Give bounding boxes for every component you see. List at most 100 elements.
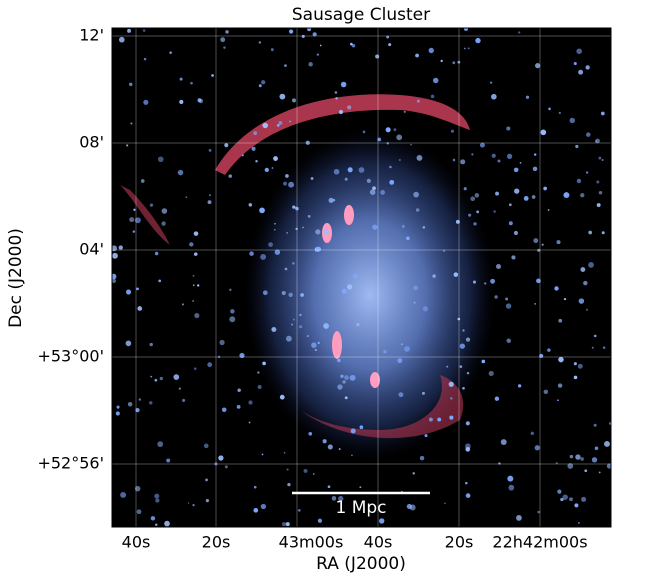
star bbox=[554, 286, 559, 291]
star bbox=[537, 248, 541, 252]
star bbox=[459, 365, 463, 369]
star bbox=[257, 371, 260, 374]
star bbox=[400, 343, 403, 346]
star bbox=[379, 518, 385, 524]
star bbox=[530, 431, 535, 436]
star bbox=[523, 195, 529, 201]
plot-frame bbox=[111, 27, 612, 528]
star bbox=[518, 31, 521, 34]
star bbox=[419, 455, 425, 461]
star bbox=[288, 29, 294, 34]
star bbox=[158, 279, 162, 283]
star bbox=[422, 226, 426, 229]
star bbox=[219, 339, 225, 346]
star bbox=[475, 37, 481, 44]
star bbox=[143, 57, 147, 61]
star bbox=[220, 37, 226, 43]
star bbox=[260, 503, 267, 510]
star bbox=[380, 190, 386, 195]
y-tick-label: +53°00' bbox=[37, 347, 104, 366]
star bbox=[416, 99, 420, 103]
star bbox=[135, 408, 140, 413]
star bbox=[359, 425, 364, 430]
star bbox=[433, 77, 439, 84]
star bbox=[573, 375, 578, 380]
star bbox=[298, 509, 301, 512]
star bbox=[126, 144, 129, 147]
star bbox=[398, 392, 404, 398]
star bbox=[505, 303, 512, 309]
star bbox=[281, 290, 286, 296]
star bbox=[192, 300, 195, 302]
star bbox=[178, 387, 181, 390]
star bbox=[322, 439, 327, 444]
star bbox=[576, 178, 582, 184]
star bbox=[136, 287, 139, 291]
star bbox=[317, 518, 322, 523]
star bbox=[129, 82, 133, 87]
star bbox=[142, 29, 146, 32]
star bbox=[192, 284, 195, 287]
star bbox=[241, 154, 244, 157]
star bbox=[557, 489, 562, 494]
star bbox=[489, 81, 493, 84]
star bbox=[286, 231, 289, 234]
star bbox=[547, 348, 551, 352]
star bbox=[450, 129, 455, 133]
star bbox=[558, 318, 563, 323]
star bbox=[150, 516, 156, 521]
star bbox=[291, 323, 293, 326]
star bbox=[517, 384, 522, 388]
star bbox=[316, 53, 319, 56]
star bbox=[138, 398, 141, 401]
star bbox=[177, 169, 184, 176]
star bbox=[143, 99, 149, 105]
star bbox=[396, 134, 403, 141]
star bbox=[375, 54, 380, 59]
star bbox=[249, 251, 254, 256]
star bbox=[187, 502, 190, 504]
star bbox=[112, 245, 117, 252]
x-tick-label: 20s bbox=[202, 533, 231, 552]
star bbox=[301, 34, 305, 38]
x-tick-label: 20s bbox=[445, 533, 474, 552]
star bbox=[323, 323, 329, 329]
star bbox=[596, 203, 601, 208]
star bbox=[264, 167, 269, 172]
star bbox=[317, 341, 320, 345]
star bbox=[251, 146, 256, 151]
star bbox=[179, 77, 183, 81]
star bbox=[481, 359, 486, 364]
x-tick-label: 40s bbox=[364, 533, 393, 552]
star bbox=[563, 192, 570, 199]
star bbox=[539, 353, 544, 358]
star bbox=[466, 371, 470, 375]
star bbox=[460, 159, 466, 165]
star bbox=[193, 252, 198, 256]
star bbox=[428, 47, 434, 54]
star bbox=[497, 159, 501, 163]
star bbox=[262, 290, 268, 296]
star bbox=[591, 346, 594, 349]
star bbox=[462, 386, 465, 390]
star bbox=[606, 463, 611, 469]
title: Sausage Cluster bbox=[292, 5, 430, 25]
star bbox=[253, 131, 258, 136]
star bbox=[585, 65, 590, 70]
star bbox=[586, 132, 591, 137]
star bbox=[292, 205, 296, 209]
star bbox=[203, 443, 209, 449]
star bbox=[366, 178, 371, 183]
star bbox=[459, 343, 466, 349]
star bbox=[588, 230, 593, 235]
star bbox=[448, 381, 454, 387]
star bbox=[338, 109, 344, 115]
star bbox=[229, 288, 232, 291]
star bbox=[462, 329, 465, 332]
star bbox=[591, 457, 598, 463]
sky-image bbox=[112, 28, 611, 527]
star bbox=[164, 520, 170, 527]
star bbox=[488, 370, 494, 377]
star bbox=[315, 229, 321, 235]
star bbox=[424, 434, 428, 438]
